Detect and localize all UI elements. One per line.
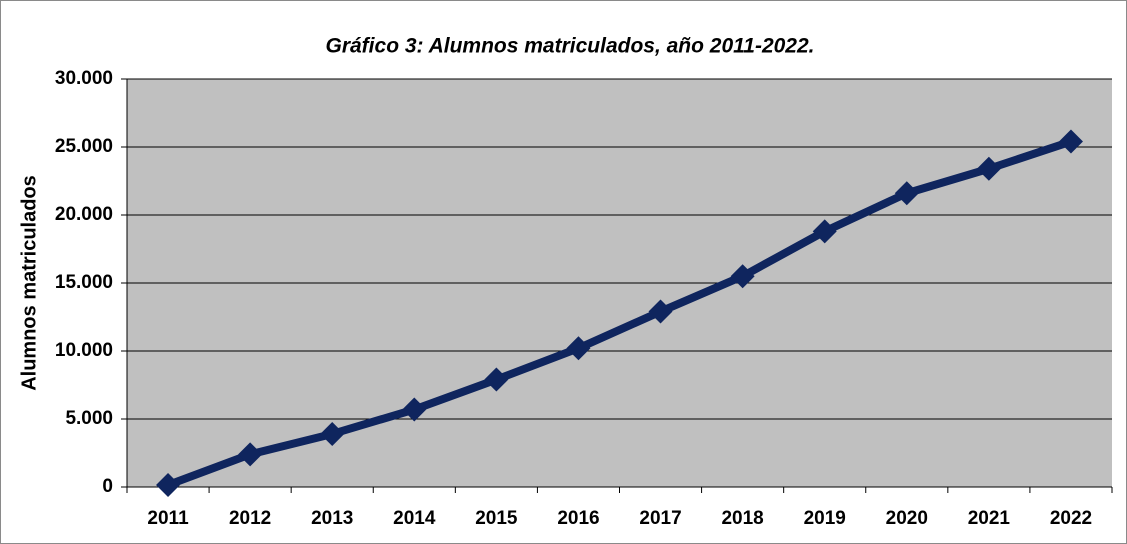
x-tick-label: 2012: [229, 508, 271, 529]
y-tick-label: 10.000: [55, 340, 113, 361]
data-line: [166, 137, 1073, 489]
data-point: [484, 367, 509, 392]
data-point: [402, 397, 427, 422]
y-tick-label: 20.000: [55, 204, 113, 225]
x-tick-label: 2018: [721, 508, 763, 529]
x-tick-label: 2011: [147, 508, 189, 529]
y-tick-label: 0: [102, 476, 113, 497]
data-point: [730, 264, 755, 289]
x-tick-label: 2015: [475, 508, 518, 529]
y-tick-label: 5.000: [65, 408, 113, 429]
x-tick-label: 2014: [393, 508, 436, 529]
data-point: [976, 156, 1001, 181]
x-tick-label: 2017: [639, 508, 681, 529]
data-point: [156, 472, 181, 497]
data-point: [320, 421, 345, 446]
chart-title: Gráfico 3: Alumnos matriculados, año 201…: [326, 35, 815, 58]
y-tick-label: 15.000: [55, 272, 113, 293]
data-point: [894, 181, 919, 206]
y-tick-label: 25.000: [55, 136, 113, 157]
y-tick-label: 30.000: [55, 68, 113, 89]
data-point: [1058, 129, 1083, 154]
data-point: [238, 442, 263, 467]
x-tick-label: 2020: [886, 508, 928, 529]
y-axis-title: Alumnos matriculados: [18, 175, 40, 391]
data-point: [648, 299, 673, 324]
x-tick-label: 2019: [804, 508, 846, 529]
data-point: [566, 336, 591, 361]
x-tick-label: 2013: [311, 508, 353, 529]
x-tick-label: 2016: [557, 508, 599, 529]
x-tick-label: 2022: [1050, 508, 1092, 529]
x-tick-label: 2021: [968, 508, 1011, 529]
data-point: [812, 219, 837, 244]
